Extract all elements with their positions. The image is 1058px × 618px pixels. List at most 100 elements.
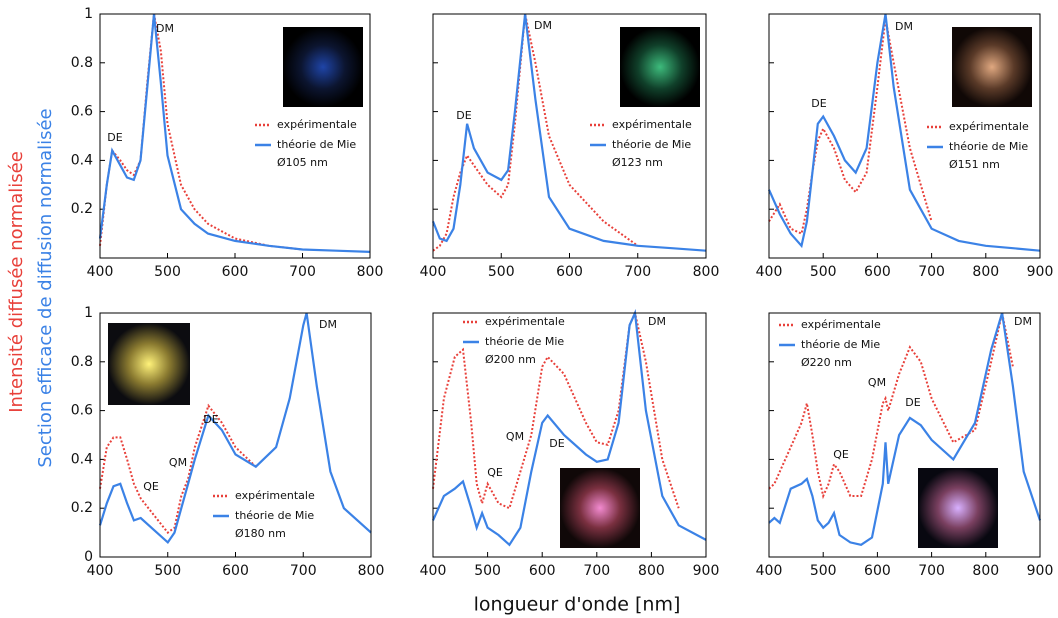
peak-label: DE: [905, 396, 920, 409]
x-tick-label: 500: [810, 264, 837, 280]
axes-frame: [99, 13, 371, 259]
peak-label: DE: [456, 109, 471, 122]
x-tick-label: 600: [222, 264, 249, 280]
inset-image: [952, 27, 1032, 107]
y-tick-label: 0.6: [71, 403, 93, 419]
peak-label: QM: [506, 430, 524, 443]
x-tick-label: 600: [222, 563, 249, 579]
peak-label: DE: [203, 413, 218, 426]
peak-label: DM: [895, 20, 913, 33]
y-tick-label: 0.6: [71, 104, 93, 120]
legend-label: théorie de Mie: [235, 509, 314, 522]
x-tick-label: 800: [693, 264, 720, 280]
y-tick-label: 0.2: [71, 500, 93, 516]
legend-label: expérimentale: [277, 118, 357, 131]
y-tick-label: 0.4: [71, 152, 93, 168]
y-tick-label: 1: [84, 305, 93, 321]
series-line: [768, 312, 1042, 546]
axes-frame: [768, 13, 1041, 259]
x-tick-label: 700: [918, 563, 945, 579]
x-tick-label: 900: [1027, 563, 1054, 579]
x-tick-label: 700: [583, 563, 610, 579]
peak-label: DM: [319, 318, 337, 331]
peak-label: DE: [107, 131, 122, 144]
series-line: [767, 13, 1041, 252]
axes-frame: [432, 312, 707, 558]
peak-label: DE: [549, 437, 564, 450]
x-tick-label: 500: [154, 563, 181, 579]
axes-frame: [432, 13, 707, 259]
peak-label: DM: [1014, 315, 1032, 328]
legend-label: expérimentale: [949, 120, 1029, 133]
peak-label: QE: [487, 466, 503, 479]
x-tick-label: 900: [693, 563, 720, 579]
diameter-label: Ø180 nm: [235, 527, 286, 540]
diameter-label: Ø123 nm: [612, 156, 663, 169]
legend-label: expérimentale: [801, 318, 881, 331]
x-tick-label: 500: [154, 264, 181, 280]
diameter-label: Ø151 nm: [949, 158, 1000, 171]
y-label-theory: Section efficace de diffusion normalisée: [35, 108, 56, 467]
x-label: longueur d'onde [nm]: [474, 594, 681, 616]
y-tick-label: 0.8: [71, 55, 93, 71]
x-tick-label: 900: [1027, 264, 1054, 280]
x-tick-label: 800: [357, 264, 384, 280]
series-line: [768, 312, 1014, 500]
legend-label: théorie de Mie: [801, 338, 880, 351]
y-tick-label: 0.8: [71, 354, 93, 370]
inset-image: [283, 27, 363, 107]
x-tick-label: 800: [638, 563, 665, 579]
series-line: [99, 403, 257, 534]
axes-frame: [768, 312, 1041, 558]
x-tick-label: 400: [756, 563, 783, 579]
inset-image: [918, 468, 998, 548]
x-tick-label: 600: [864, 264, 891, 280]
x-tick-label: 400: [420, 563, 447, 579]
peak-label: DM: [156, 22, 174, 35]
x-tick-label: 800: [358, 563, 385, 579]
legend-label: théorie de Mie: [612, 138, 691, 151]
series-line: [432, 309, 680, 510]
peak-label: QE: [833, 448, 849, 461]
x-tick-label: 700: [290, 563, 317, 579]
x-tick-label: 700: [918, 264, 945, 280]
peak-label: DE: [811, 97, 826, 110]
inset-image: [620, 27, 700, 107]
x-tick-label: 700: [289, 264, 316, 280]
diameter-label: Ø105 nm: [277, 156, 328, 169]
x-tick-label: 400: [420, 264, 447, 280]
series-line: [98, 13, 371, 253]
y-tick-label: 0: [84, 549, 93, 565]
y-tick-label: 0.4: [71, 451, 93, 467]
x-tick-label: 800: [972, 264, 999, 280]
x-tick-label: 400: [87, 563, 114, 579]
peak-label: DM: [534, 19, 552, 32]
legend-label: théorie de Mie: [277, 138, 356, 151]
legend-label: expérimentale: [612, 118, 692, 131]
diameter-label: Ø200 nm: [485, 353, 536, 366]
peak-label: QE: [143, 480, 159, 493]
legend-label: théorie de Mie: [485, 335, 564, 348]
peak-label: DM: [648, 315, 666, 328]
inset-image: [560, 468, 640, 548]
series-line: [432, 13, 639, 252]
legend-label: expérimentale: [235, 489, 315, 502]
x-tick-label: 800: [972, 563, 999, 579]
series-line: [431, 13, 707, 252]
peak-label: QM: [169, 456, 187, 469]
x-tick-label: 700: [624, 264, 651, 280]
x-tick-label: 500: [810, 563, 837, 579]
peak-label: QM: [868, 376, 886, 389]
x-tick-label: 500: [474, 563, 501, 579]
y-tick-label: 0.2: [71, 201, 93, 217]
legend-label: expérimentale: [485, 315, 565, 328]
x-tick-label: 500: [488, 264, 515, 280]
series-line: [99, 13, 303, 251]
diameter-label: Ø220 nm: [801, 356, 852, 369]
axes-frame: [99, 312, 372, 558]
x-tick-label: 400: [756, 264, 783, 280]
inset-image: [108, 323, 190, 405]
series-line: [768, 18, 933, 236]
legend-label: théorie de Mie: [949, 140, 1028, 153]
